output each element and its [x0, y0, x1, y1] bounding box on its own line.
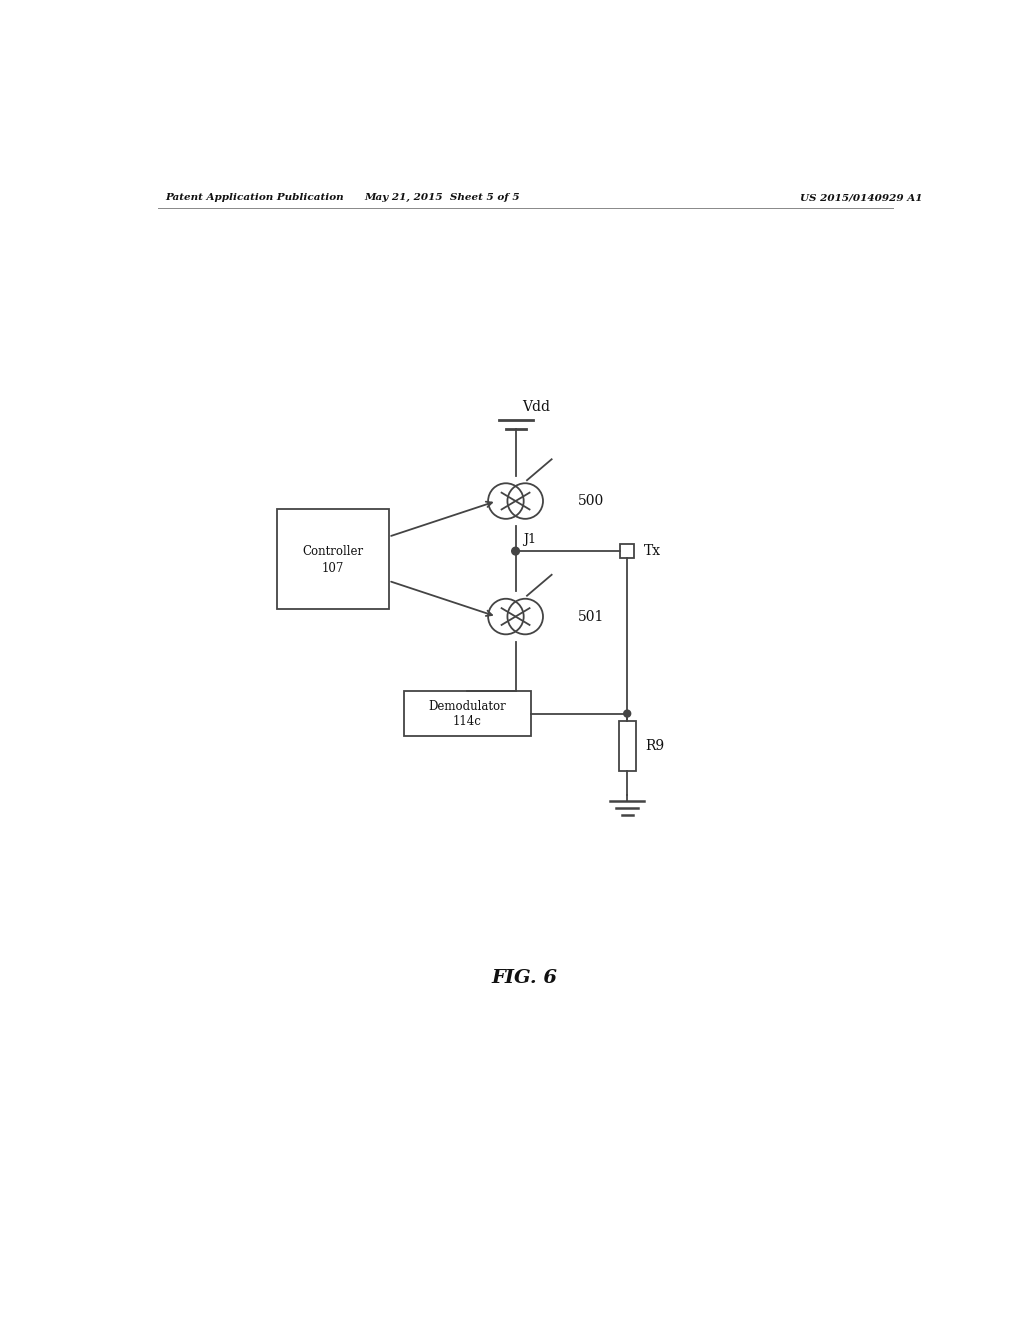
Text: 501: 501 — [578, 610, 604, 623]
Text: R9: R9 — [646, 738, 665, 752]
Text: Demodulator: Demodulator — [429, 700, 506, 713]
Bar — [618, 721, 636, 771]
Text: 107: 107 — [322, 561, 344, 574]
Text: J1: J1 — [523, 533, 537, 545]
Bar — [403, 692, 531, 737]
Circle shape — [512, 548, 519, 554]
Text: Controller: Controller — [302, 545, 364, 557]
Circle shape — [624, 710, 631, 717]
Text: 114c: 114c — [453, 714, 482, 727]
Text: Patent Application Publication: Patent Application Publication — [165, 193, 344, 202]
Text: FIG. 6: FIG. 6 — [492, 969, 558, 987]
Bar — [276, 508, 388, 609]
Bar — [621, 544, 634, 558]
Text: Vdd: Vdd — [521, 400, 550, 414]
Text: Tx: Tx — [643, 544, 660, 558]
Text: US 2015/0140929 A1: US 2015/0140929 A1 — [801, 193, 923, 202]
Text: 500: 500 — [578, 494, 604, 508]
Text: May 21, 2015  Sheet 5 of 5: May 21, 2015 Sheet 5 of 5 — [365, 193, 520, 202]
